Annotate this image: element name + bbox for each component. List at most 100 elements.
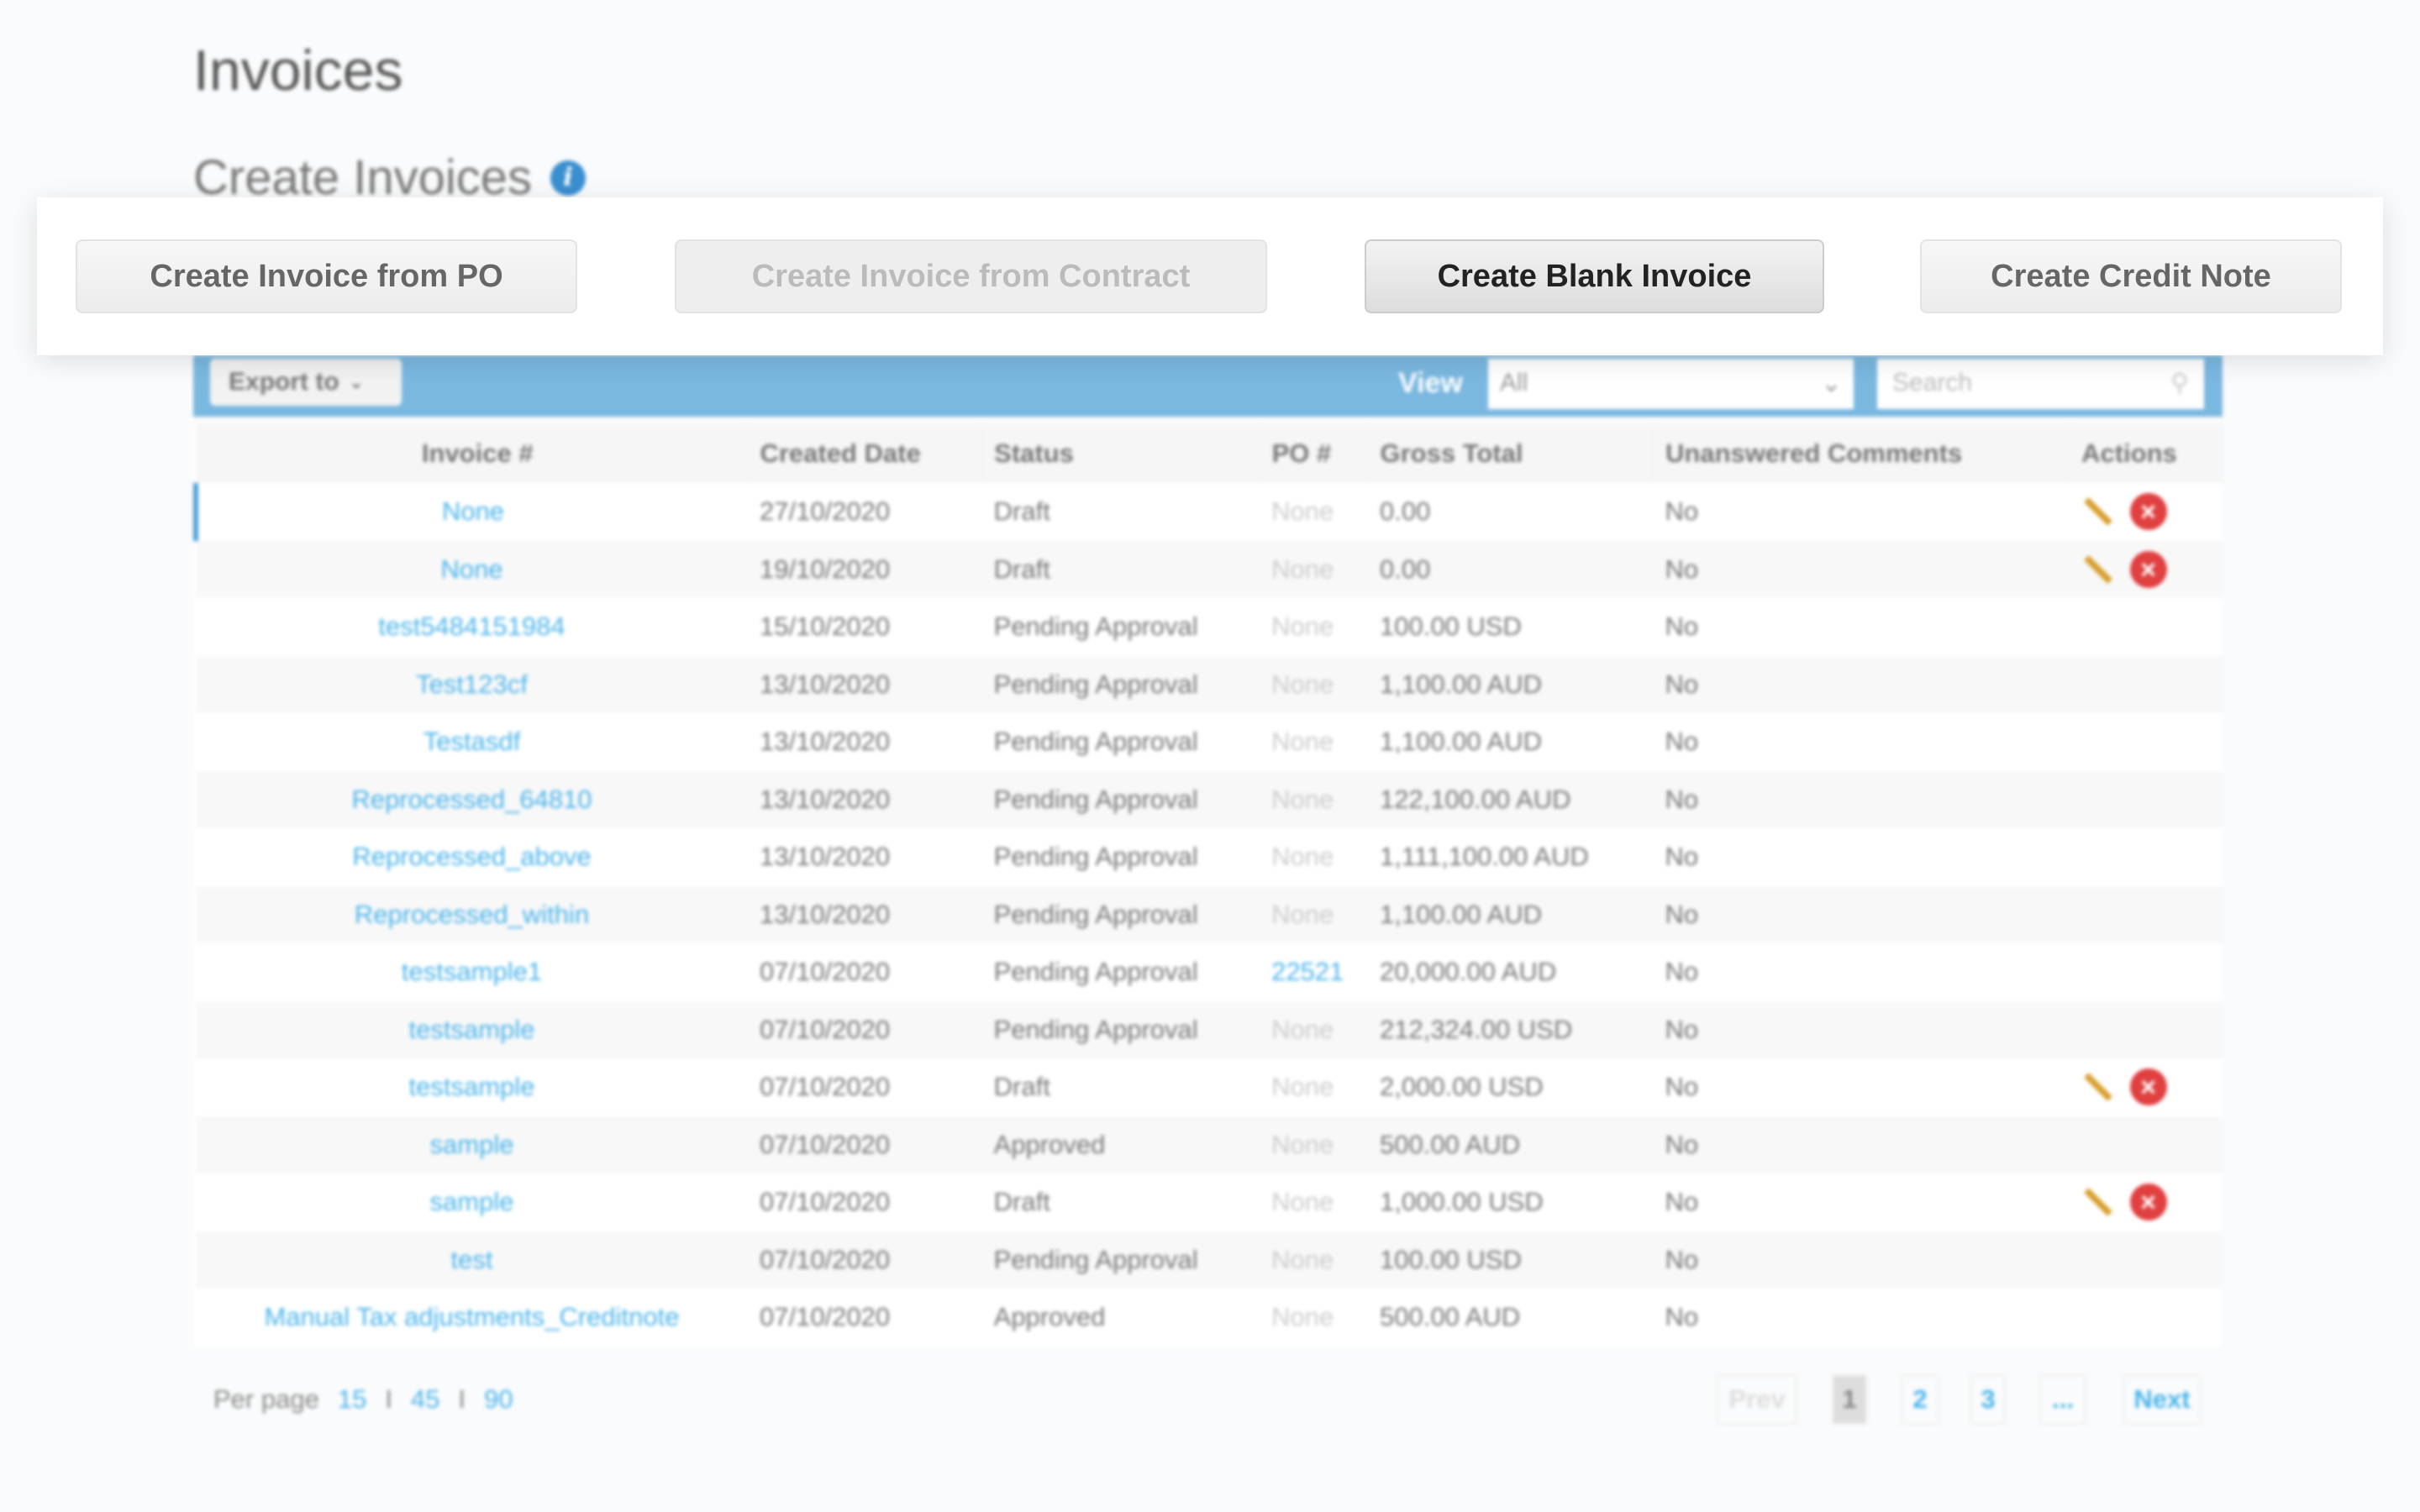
po-number: None (1271, 1187, 1334, 1217)
page-2[interactable]: 2 (1901, 1374, 1939, 1425)
per-page-15[interactable]: 15 (337, 1384, 367, 1414)
table-row: None 19/10/2020 Draft None 0.00 No × (196, 540, 2223, 598)
created-date: 07/10/2020 (747, 1231, 982, 1289)
po-number[interactable]: 22521 (1271, 957, 1344, 987)
info-icon[interactable]: i (550, 160, 586, 196)
table-toolbar: Export to ⌄ View All ⌄ Search ⚲ (193, 355, 2223, 417)
table-row: test5484151984 15/10/2020 Pending Approval… (196, 598, 2223, 656)
column-header[interactable]: Gross Total (1367, 424, 1655, 483)
delete-icon[interactable]: × (2129, 1184, 2167, 1221)
actions-cell: × (2070, 1173, 2223, 1231)
invoice-link[interactable]: Manual Tax adjustments_Creditnote (264, 1302, 680, 1332)
column-header[interactable]: Created Date (747, 424, 983, 483)
page-ellipsis[interactable]: ... (2039, 1374, 2086, 1425)
po-number: None (1260, 885, 1368, 943)
per-page: Per page 15 I 45 I 90 (213, 1384, 513, 1415)
status: Pending Approval (993, 612, 1198, 642)
gross-total: 1,100.00 AUD (1367, 655, 1654, 713)
unanswered-comments: No (1653, 770, 2070, 828)
column-header[interactable]: Status (981, 424, 1260, 483)
invoice-link[interactable]: testsample (196, 1000, 748, 1058)
po-number: None (1260, 1000, 1368, 1058)
section-title: Create Invoices i (193, 150, 586, 206)
invoice-link[interactable]: Testasdf (423, 727, 521, 757)
status: Approved (993, 1302, 1106, 1332)
edit-pencil-icon[interactable] (2083, 1188, 2112, 1217)
invoice-link[interactable]: None (193, 483, 748, 541)
prev-button[interactable]: Prev (1717, 1374, 1797, 1425)
edit-pencil-icon[interactable] (2083, 497, 2112, 527)
invoice-link[interactable]: test (196, 1231, 748, 1289)
unanswered-comments: No (1653, 1116, 2070, 1173)
search-input[interactable]: Search ⚲ (1877, 359, 2204, 409)
column-header[interactable]: Invoice # (196, 424, 749, 483)
unanswered-comments: No (1653, 1231, 2070, 1289)
table-row: Testasdf 13/10/2020 Pending Approval None 1,… (196, 713, 2223, 771)
gross-total: 2,000.00 USD (1379, 1072, 1544, 1102)
column-header[interactable]: PO # (1260, 424, 1369, 483)
actions-cell: × (2070, 1058, 2223, 1116)
invoice-link[interactable]: None (196, 540, 748, 598)
actions-cell (2070, 1289, 2223, 1347)
view-label: View (1398, 367, 1463, 399)
create-invoice-from-contract-button[interactable]: Create Invoice from Contract (675, 239, 1267, 313)
created-date: 27/10/2020 (759, 496, 891, 527)
delete-icon[interactable]: × (2129, 1068, 2167, 1106)
delete-icon[interactable]: × (2129, 550, 2167, 588)
delete-icon[interactable]: × (2129, 493, 2167, 531)
create-blank-invoice-button[interactable]: Create Blank Invoice (1365, 239, 1824, 313)
unanswered-comments: No (1653, 1000, 2070, 1058)
created-date: 13/10/2020 (759, 842, 891, 872)
created-date: 07/10/2020 (759, 1187, 891, 1217)
invoice-link[interactable]: Reprocessed_within (196, 885, 748, 943)
per-page-45[interactable]: 45 (410, 1384, 440, 1414)
invoice-link[interactable]: sample (429, 1187, 514, 1217)
page-1[interactable]: 1 (1832, 1374, 1867, 1425)
invoice-link[interactable]: sample (196, 1116, 748, 1173)
created-date: 07/10/2020 (759, 1072, 891, 1102)
next-button[interactable]: Next (2123, 1374, 2202, 1425)
per-page-90[interactable]: 90 (484, 1384, 513, 1414)
invoice-link[interactable]: Test123cf (196, 655, 748, 713)
gross-total: 0.00 (1367, 540, 1654, 598)
gross-total: 1,111,100.00 AUD (1379, 842, 1589, 872)
actions-cell (2070, 828, 2223, 886)
unanswered-comments: No (1665, 1072, 1699, 1102)
invoice-link[interactable]: testsample (408, 1072, 535, 1102)
table-row: Manual Tax adjustments_Creditnote 07/10/2… (196, 1289, 2223, 1347)
invoices-table: Invoice # Created Date Status PO # Gross Tot… (193, 424, 2223, 1347)
created-date: 07/10/2020 (759, 957, 891, 987)
invoice-link[interactable]: testsample1 (401, 957, 543, 987)
unanswered-comments: No (1665, 1187, 1699, 1217)
unanswered-comments: No (1653, 885, 2070, 943)
table-row: sample 07/10/2020 Draft None 1,000.00 USD No × (196, 1173, 2223, 1231)
page-3[interactable]: 3 (1970, 1374, 2006, 1425)
invoice-link[interactable]: Reprocessed_above (352, 842, 592, 872)
actions-cell (2069, 770, 2223, 828)
status: Pending Approval (981, 1000, 1260, 1058)
po-number: None (1271, 496, 1334, 527)
table-row: Reprocessed_within 13/10/2020 Pending Appr… (196, 885, 2223, 943)
gross-total: 1,000.00 USD (1379, 1187, 1544, 1217)
actions-cell (2069, 1000, 2223, 1058)
table-row: Test123cf 13/10/2020 Pending Approval None 1… (196, 655, 2223, 713)
column-header[interactable]: Unanswered Comments (1653, 424, 2070, 483)
column-header[interactable]: Actions (2069, 424, 2223, 483)
status: Pending Approval (993, 842, 1198, 872)
actions-cell (2070, 598, 2223, 656)
table-row: Reprocessed_64810 13/10/2020 Pending Appro… (196, 770, 2223, 828)
created-date: 13/10/2020 (747, 770, 982, 828)
create-credit-note-button[interactable]: Create Credit Note (1920, 239, 2342, 313)
search-icon[interactable]: ⚲ (2170, 370, 2189, 397)
invoice-link[interactable]: Reprocessed_64810 (196, 770, 748, 828)
edit-pencil-icon[interactable] (2083, 1073, 2112, 1102)
edit-pencil-icon[interactable] (2083, 554, 2112, 584)
gross-total: 212,324.00 USD (1367, 1000, 1654, 1058)
invoice-link[interactable]: test5484151984 (378, 612, 566, 642)
po-number: None (1260, 655, 1368, 713)
view-select[interactable]: All ⌄ (1488, 359, 1854, 409)
table-row: test 07/10/2020 Pending Approval None 100.00… (196, 1231, 2223, 1289)
gross-total: 122,100.00 AUD (1367, 770, 1654, 828)
export-button[interactable]: Export to ⌄ (210, 359, 402, 406)
create-invoice-from-po-button[interactable]: Create Invoice from PO (76, 239, 577, 313)
